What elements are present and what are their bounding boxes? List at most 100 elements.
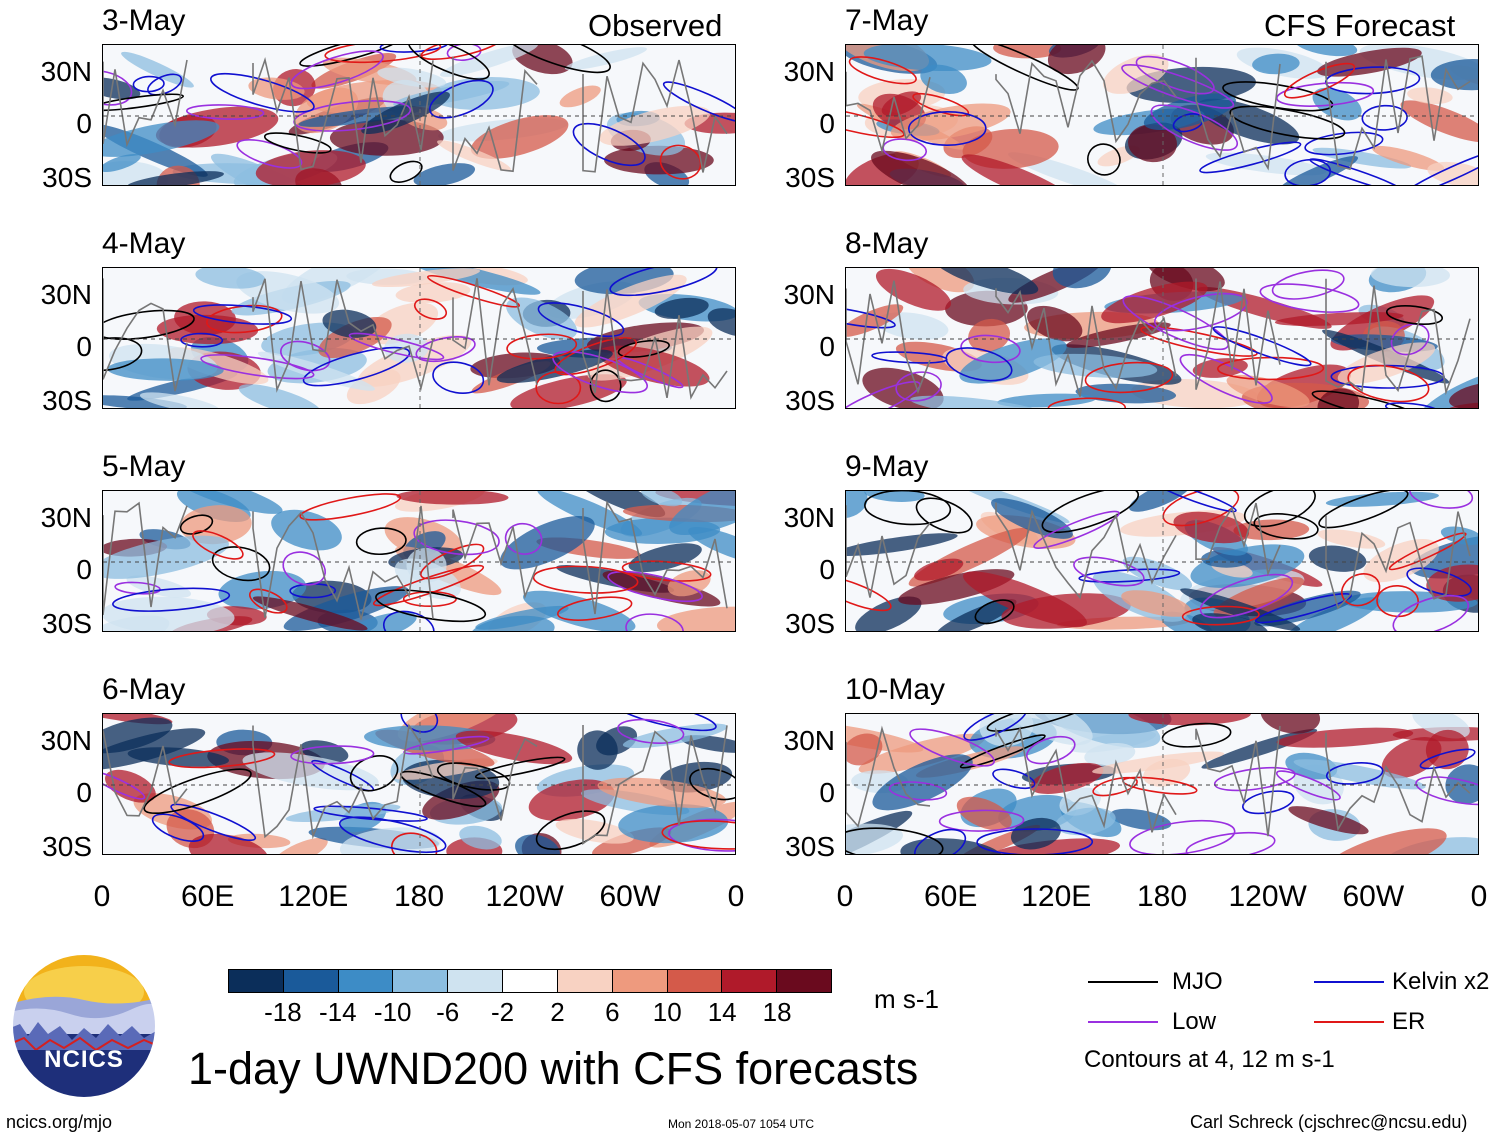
legend-kelvin-label: Kelvin x2 xyxy=(1392,968,1490,995)
map-panel xyxy=(845,713,1479,855)
lon-label: 180 xyxy=(1136,880,1188,913)
anomaly-blob xyxy=(846,823,904,854)
anomaly-blob xyxy=(413,163,476,185)
contour-line xyxy=(625,613,684,631)
colorbar-tick-label: 14 xyxy=(707,997,737,1027)
anomaly-blob xyxy=(506,297,578,340)
anomaly-blob xyxy=(846,491,868,519)
contour-line xyxy=(986,714,1096,732)
lat-label: 0 xyxy=(819,108,835,139)
coastline xyxy=(452,737,538,821)
anomaly-blob xyxy=(127,171,224,185)
anomaly-blob xyxy=(103,717,173,754)
coastline xyxy=(103,59,188,148)
anomaly-blob xyxy=(1412,714,1470,739)
anomaly-blob xyxy=(1010,817,1061,850)
contour-line xyxy=(420,45,503,61)
anomaly-blob xyxy=(459,825,502,850)
contour-line xyxy=(846,381,921,408)
contour-line xyxy=(938,809,1025,832)
anomaly-blob xyxy=(1001,714,1093,746)
anomaly-blob xyxy=(344,612,417,631)
logo-text: NCICS xyxy=(44,1046,124,1073)
coastline xyxy=(995,726,1177,833)
contour-line xyxy=(617,339,670,358)
anomaly-blob xyxy=(395,282,471,303)
contour-line xyxy=(871,351,948,364)
anomaly-blob xyxy=(242,752,379,791)
contour-line xyxy=(506,333,578,360)
anomaly-blob xyxy=(1128,714,1251,726)
coastline xyxy=(1195,278,1281,390)
contour-line xyxy=(355,527,407,556)
contour-line xyxy=(662,81,735,123)
contour-line xyxy=(299,45,403,67)
contour-line xyxy=(659,144,702,180)
contour-line xyxy=(914,828,967,854)
contour-line xyxy=(1402,149,1478,185)
anomaly-blob xyxy=(900,838,1004,854)
colorbar-swatch xyxy=(556,970,612,992)
coastline xyxy=(995,59,1177,144)
colorbar-tick-label: -18 xyxy=(264,997,302,1027)
contour-line xyxy=(607,570,703,603)
coastline xyxy=(995,502,1177,600)
lat-label: 0 xyxy=(819,331,835,362)
contour-line xyxy=(504,522,543,555)
anomaly-blob xyxy=(959,338,1067,384)
anomaly-blob xyxy=(346,369,401,405)
contour-line xyxy=(179,514,214,535)
coastline xyxy=(252,505,434,620)
contour-line xyxy=(1154,292,1248,332)
anomaly-blob xyxy=(914,558,964,581)
anomaly-blob xyxy=(1308,545,1367,572)
coastline xyxy=(1195,57,1281,171)
coastline xyxy=(846,71,931,154)
coastline xyxy=(846,505,931,598)
lon-label: 0 xyxy=(93,880,111,913)
anomaly-blob xyxy=(876,312,949,340)
anomaly-blob xyxy=(103,615,170,631)
contour-line xyxy=(1409,491,1474,509)
anomaly-blob xyxy=(993,45,1062,59)
contour-line xyxy=(1140,326,1258,357)
anomaly-blob xyxy=(1317,529,1386,549)
contour-line xyxy=(1419,748,1476,770)
anomaly-blob xyxy=(1294,45,1358,57)
lon-label: 180 xyxy=(393,880,445,913)
footer-url[interactable]: ncics.org/mjo xyxy=(6,1112,113,1132)
anomaly-blob xyxy=(890,103,1011,141)
contour-line xyxy=(846,106,905,139)
contour-line xyxy=(170,803,257,842)
contour-line xyxy=(1253,513,1319,540)
anomaly-blob xyxy=(455,730,573,765)
anomaly-blob xyxy=(1066,322,1171,348)
lat-label: 30N xyxy=(783,502,835,533)
anomaly-blob xyxy=(1427,161,1478,185)
colorbar-swatch xyxy=(776,970,831,992)
anomaly-blob xyxy=(1092,751,1225,774)
lat-label: 0 xyxy=(76,108,92,139)
contour-line xyxy=(1041,491,1140,534)
coastline xyxy=(1325,732,1471,832)
coastline xyxy=(1325,278,1471,396)
anomaly-blob xyxy=(1030,762,1104,794)
anomaly-blob xyxy=(1363,538,1439,583)
contour-line xyxy=(1311,390,1422,408)
contour-line xyxy=(1129,819,1236,854)
anomaly-blob xyxy=(1122,556,1193,591)
anomaly-blob xyxy=(1143,93,1236,131)
coastline xyxy=(1325,55,1471,171)
legend-er-label: ER xyxy=(1392,1008,1426,1035)
anomaly-blob xyxy=(195,268,266,289)
anomaly-blob xyxy=(707,308,735,337)
lat-label: 30S xyxy=(785,831,835,862)
anomaly-blob xyxy=(1285,597,1380,631)
lat-label: 30S xyxy=(42,162,92,193)
contour-line xyxy=(1283,62,1356,99)
coastline xyxy=(582,499,728,615)
anomaly-blob xyxy=(932,268,1039,295)
colorbar-tick-label: -6 xyxy=(436,997,460,1027)
contour-line xyxy=(1388,532,1467,571)
lat-label: 30S xyxy=(42,831,92,862)
